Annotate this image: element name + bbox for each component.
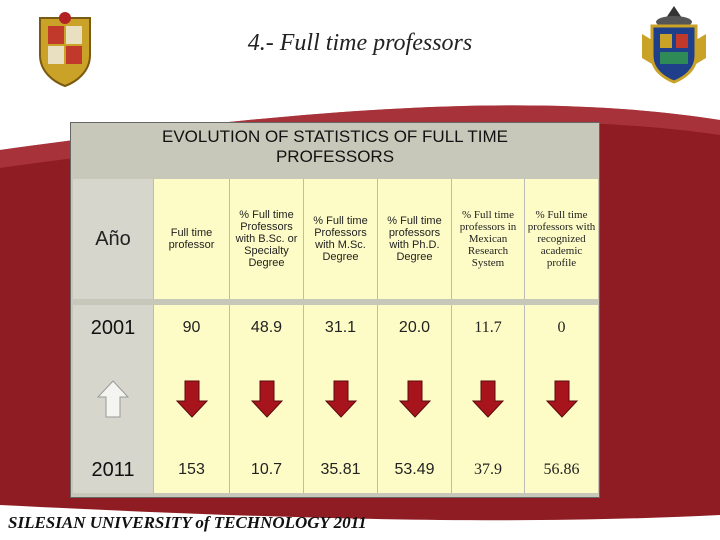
- table-cell: 153: [153, 447, 229, 493]
- slide-title: 4.- Full time professors: [247, 30, 473, 56]
- right-university-crest-logo: [642, 6, 706, 84]
- table-cell: 31.1: [303, 305, 377, 351]
- arrow-down-icon: [545, 380, 578, 418]
- arrow-down-icon: [324, 380, 357, 418]
- column-header-academic-profile: % Full time professors with recognized a…: [524, 179, 598, 299]
- slide-footer: SILESIAN UNIVERSITY of TECHNOLOGY 2011: [8, 513, 367, 532]
- arrow-down-icon: [175, 380, 208, 418]
- arrow-cell: [153, 351, 229, 447]
- table-cell: 10.7: [229, 447, 303, 493]
- arrow-cell: [303, 351, 377, 447]
- arrow-cell: [377, 351, 451, 447]
- table-cell: 53.49: [377, 447, 451, 493]
- arrow-cell: [524, 351, 598, 447]
- table-cell: 0: [524, 305, 598, 351]
- arrow-up-icon: [96, 380, 130, 418]
- arrow-down-icon: [398, 380, 431, 418]
- arrow-cell-year: [73, 351, 153, 447]
- arrow-down-icon: [471, 380, 505, 418]
- column-header-research-system: % Full time professors in Mexican Resear…: [451, 179, 524, 299]
- table-cell: 90: [153, 305, 229, 351]
- column-header-bsc-specialty: % Full time Professors with B.Sc. or Spe…: [229, 179, 303, 299]
- table-cell: 35.81: [303, 447, 377, 493]
- table-cell: 48.9: [229, 305, 303, 351]
- table-cell: 37.9: [451, 447, 524, 493]
- arrow-cell: [451, 351, 524, 447]
- left-university-crest-logo: [39, 12, 91, 88]
- arrow-down-icon: [250, 380, 283, 418]
- table-cell: 56.86: [524, 447, 598, 493]
- corner-year-label: Año: [73, 179, 153, 299]
- column-header-full-time-professor: Full time professor: [153, 179, 229, 299]
- table-heading: EVOLUTION OF STATISTICS OF FULL TIME PRO…: [161, 127, 509, 166]
- table-cell: 20.0: [377, 305, 451, 351]
- year-2001-label: 2001: [73, 305, 153, 351]
- statistics-table: EVOLUTION OF STATISTICS OF FULL TIME PRO…: [70, 122, 600, 498]
- column-header-msc: % Full time Professors with M.Sc. Degree: [303, 179, 377, 299]
- table-cell: 11.7: [451, 305, 524, 351]
- year-2011-label: 2011: [73, 447, 153, 493]
- column-header-phd: % Full time professors with Ph.D. Degree: [377, 179, 451, 299]
- arrow-cell: [229, 351, 303, 447]
